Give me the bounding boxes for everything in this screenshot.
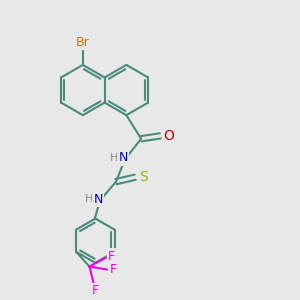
Text: H: H	[85, 194, 94, 204]
Text: N: N	[94, 193, 103, 206]
Text: F: F	[108, 250, 115, 263]
Text: F: F	[110, 263, 117, 276]
Text: N: N	[119, 152, 128, 164]
Text: H: H	[110, 153, 119, 163]
Text: F: F	[92, 284, 99, 297]
Text: Br: Br	[76, 36, 90, 49]
Text: S: S	[139, 170, 148, 184]
Text: O: O	[163, 129, 174, 143]
